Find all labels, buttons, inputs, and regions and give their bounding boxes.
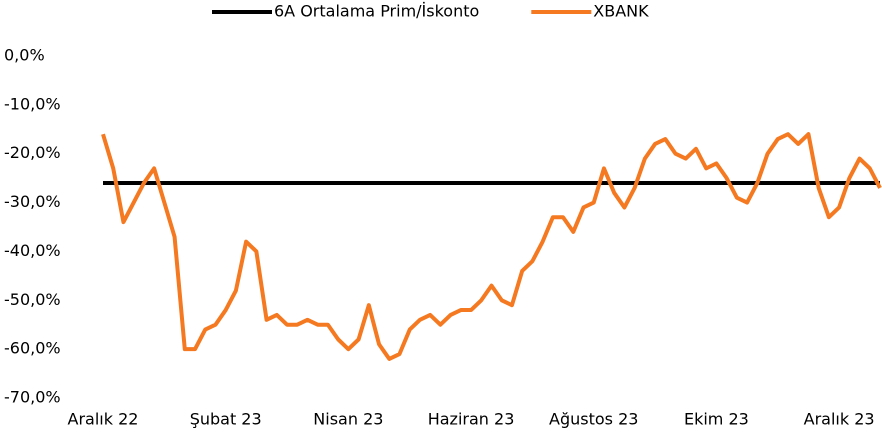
y-tick-label: -50,0% (4, 290, 61, 309)
x-tick-label: Aralık 23 (804, 410, 875, 429)
x-tick-label: Aralık 22 (68, 410, 139, 429)
x-tick-label: Ekim 23 (684, 410, 749, 429)
y-tick-label: -20,0% (4, 143, 61, 162)
series-line (101, 132, 882, 361)
legend-label: XBANK (593, 2, 649, 21)
x-tick-label: Şubat 23 (190, 410, 262, 429)
y-tick-label: -40,0% (4, 241, 61, 260)
legend-label: 6A Ortalama Prim/İskonto (274, 2, 479, 21)
y-tick-label: -60,0% (4, 339, 61, 358)
x-tick-label: Nisan 23 (313, 410, 383, 429)
y-tick-label: -10,0% (4, 94, 61, 113)
x-tick-label: Ağustos 23 (549, 410, 638, 429)
x-tick-label: Haziran 23 (428, 410, 515, 429)
y-tick-label: -30,0% (4, 192, 61, 211)
y-tick-label: -70,0% (4, 388, 61, 407)
y-tick-label: 0,0% (4, 46, 45, 65)
